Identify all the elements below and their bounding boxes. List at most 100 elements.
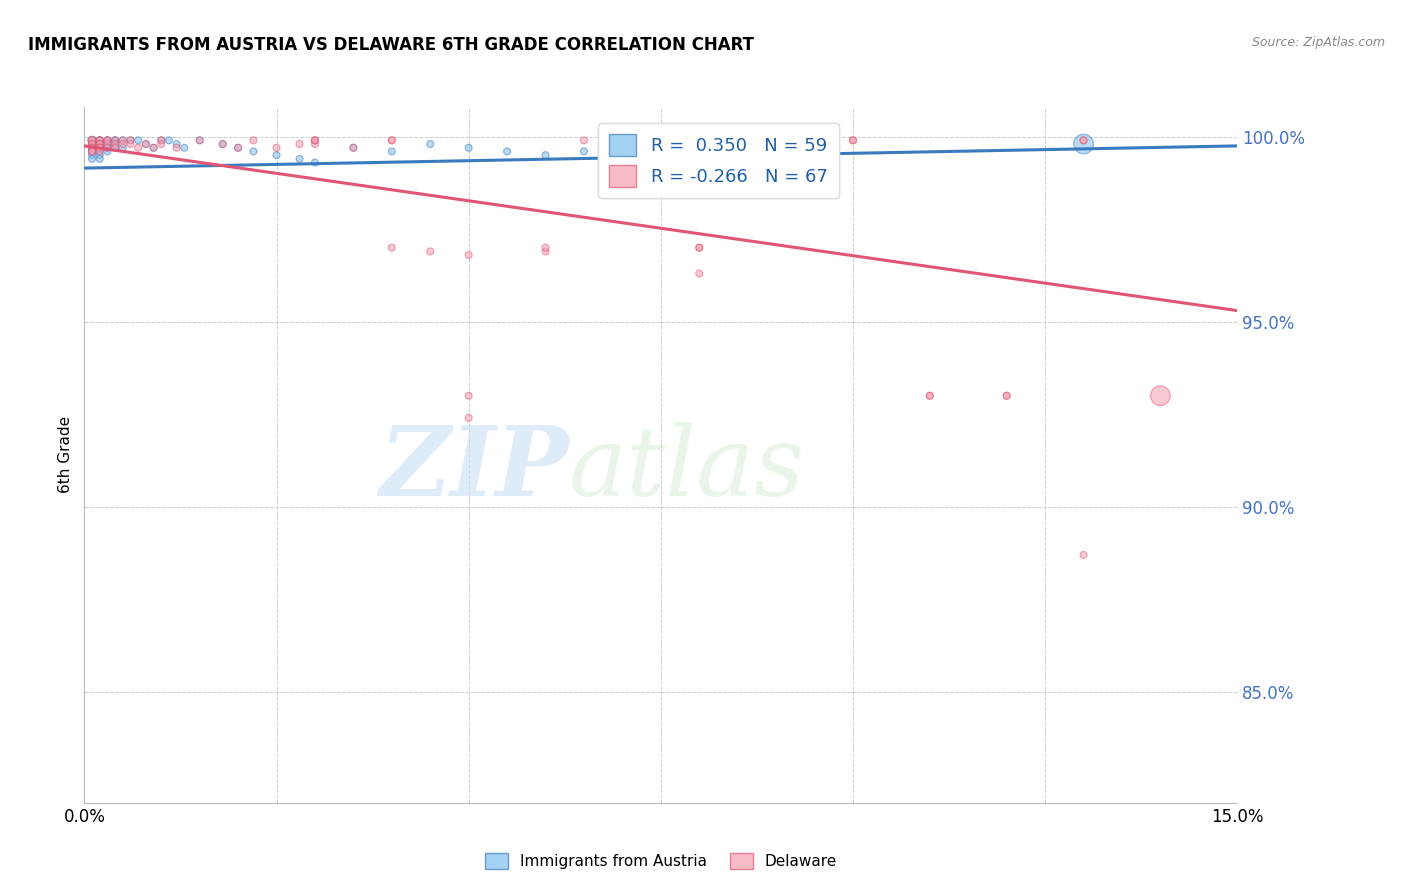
Point [96,145,118,159]
Point [89,136,111,151]
Point [89,136,111,151]
Point [1073,136,1095,151]
Point [1073,133,1095,147]
Point [89,145,111,159]
Point [89,133,111,147]
Point [457,411,479,425]
Point [80,133,103,147]
Point [304,133,326,147]
Point [572,133,595,147]
Point [211,136,233,151]
Point [496,145,519,159]
Point [80,145,103,159]
Point [89,136,111,151]
Point [104,133,127,147]
Point [534,241,557,255]
Point [80,145,103,159]
Point [226,141,249,155]
Point [111,133,134,147]
Point [688,145,710,159]
Point [96,133,118,147]
Point [457,248,479,262]
Point [120,136,142,151]
Point [89,141,111,155]
Y-axis label: 6th Grade: 6th Grade [58,417,73,493]
Point [111,136,134,151]
Point [534,244,557,259]
Point [104,141,127,155]
Text: atlas: atlas [568,422,804,516]
Point [1073,133,1095,147]
Point [419,136,441,151]
Point [96,141,118,155]
Point [80,133,103,147]
Point [166,141,188,155]
Point [288,136,311,151]
Point [80,152,103,166]
Point [612,152,634,166]
Point [104,133,127,147]
Point [242,145,264,159]
Point [688,241,710,255]
Point [96,141,118,155]
Point [89,141,111,155]
Point [842,133,865,147]
Point [96,141,118,155]
Point [80,136,103,151]
Point [150,133,173,147]
Point [304,155,326,169]
Point [89,133,111,147]
Point [995,389,1018,403]
Point [918,389,941,403]
Point [803,136,825,151]
Point [457,389,479,403]
Point [127,141,149,155]
Point [211,136,233,151]
Point [688,267,710,281]
Point [188,133,211,147]
Point [80,148,103,162]
Point [381,145,404,159]
Point [120,133,142,147]
Text: Source: ZipAtlas.com: Source: ZipAtlas.com [1251,36,1385,49]
Point [80,145,103,159]
Point [304,136,326,151]
Point [150,136,173,151]
Point [89,141,111,155]
Point [104,136,127,151]
Point [80,136,103,151]
Point [80,136,103,151]
Point [96,133,118,147]
Point [188,133,211,147]
Point [995,389,1018,403]
Legend: Immigrants from Austria, Delaware: Immigrants from Austria, Delaware [478,847,844,875]
Point [104,136,127,151]
Legend: R =  0.350   N = 59, R = -0.266   N = 67: R = 0.350 N = 59, R = -0.266 N = 67 [599,123,838,198]
Point [80,136,103,151]
Point [534,148,557,162]
Point [266,141,288,155]
Point [96,136,118,151]
Point [80,141,103,155]
Text: ZIP: ZIP [380,422,568,516]
Point [111,141,134,155]
Point [842,133,865,147]
Point [157,133,180,147]
Point [96,136,118,151]
Point [127,133,149,147]
Point [1073,548,1095,562]
Point [142,141,165,155]
Point [304,133,326,147]
Point [89,141,111,155]
Point [150,133,173,147]
Point [89,136,111,151]
Point [104,133,127,147]
Point [226,141,249,155]
Point [89,133,111,147]
Text: IMMIGRANTS FROM AUSTRIA VS DELAWARE 6TH GRADE CORRELATION CHART: IMMIGRANTS FROM AUSTRIA VS DELAWARE 6TH … [28,36,754,54]
Point [918,389,941,403]
Point [89,152,111,166]
Point [1149,389,1171,403]
Point [89,133,111,147]
Point [419,244,441,259]
